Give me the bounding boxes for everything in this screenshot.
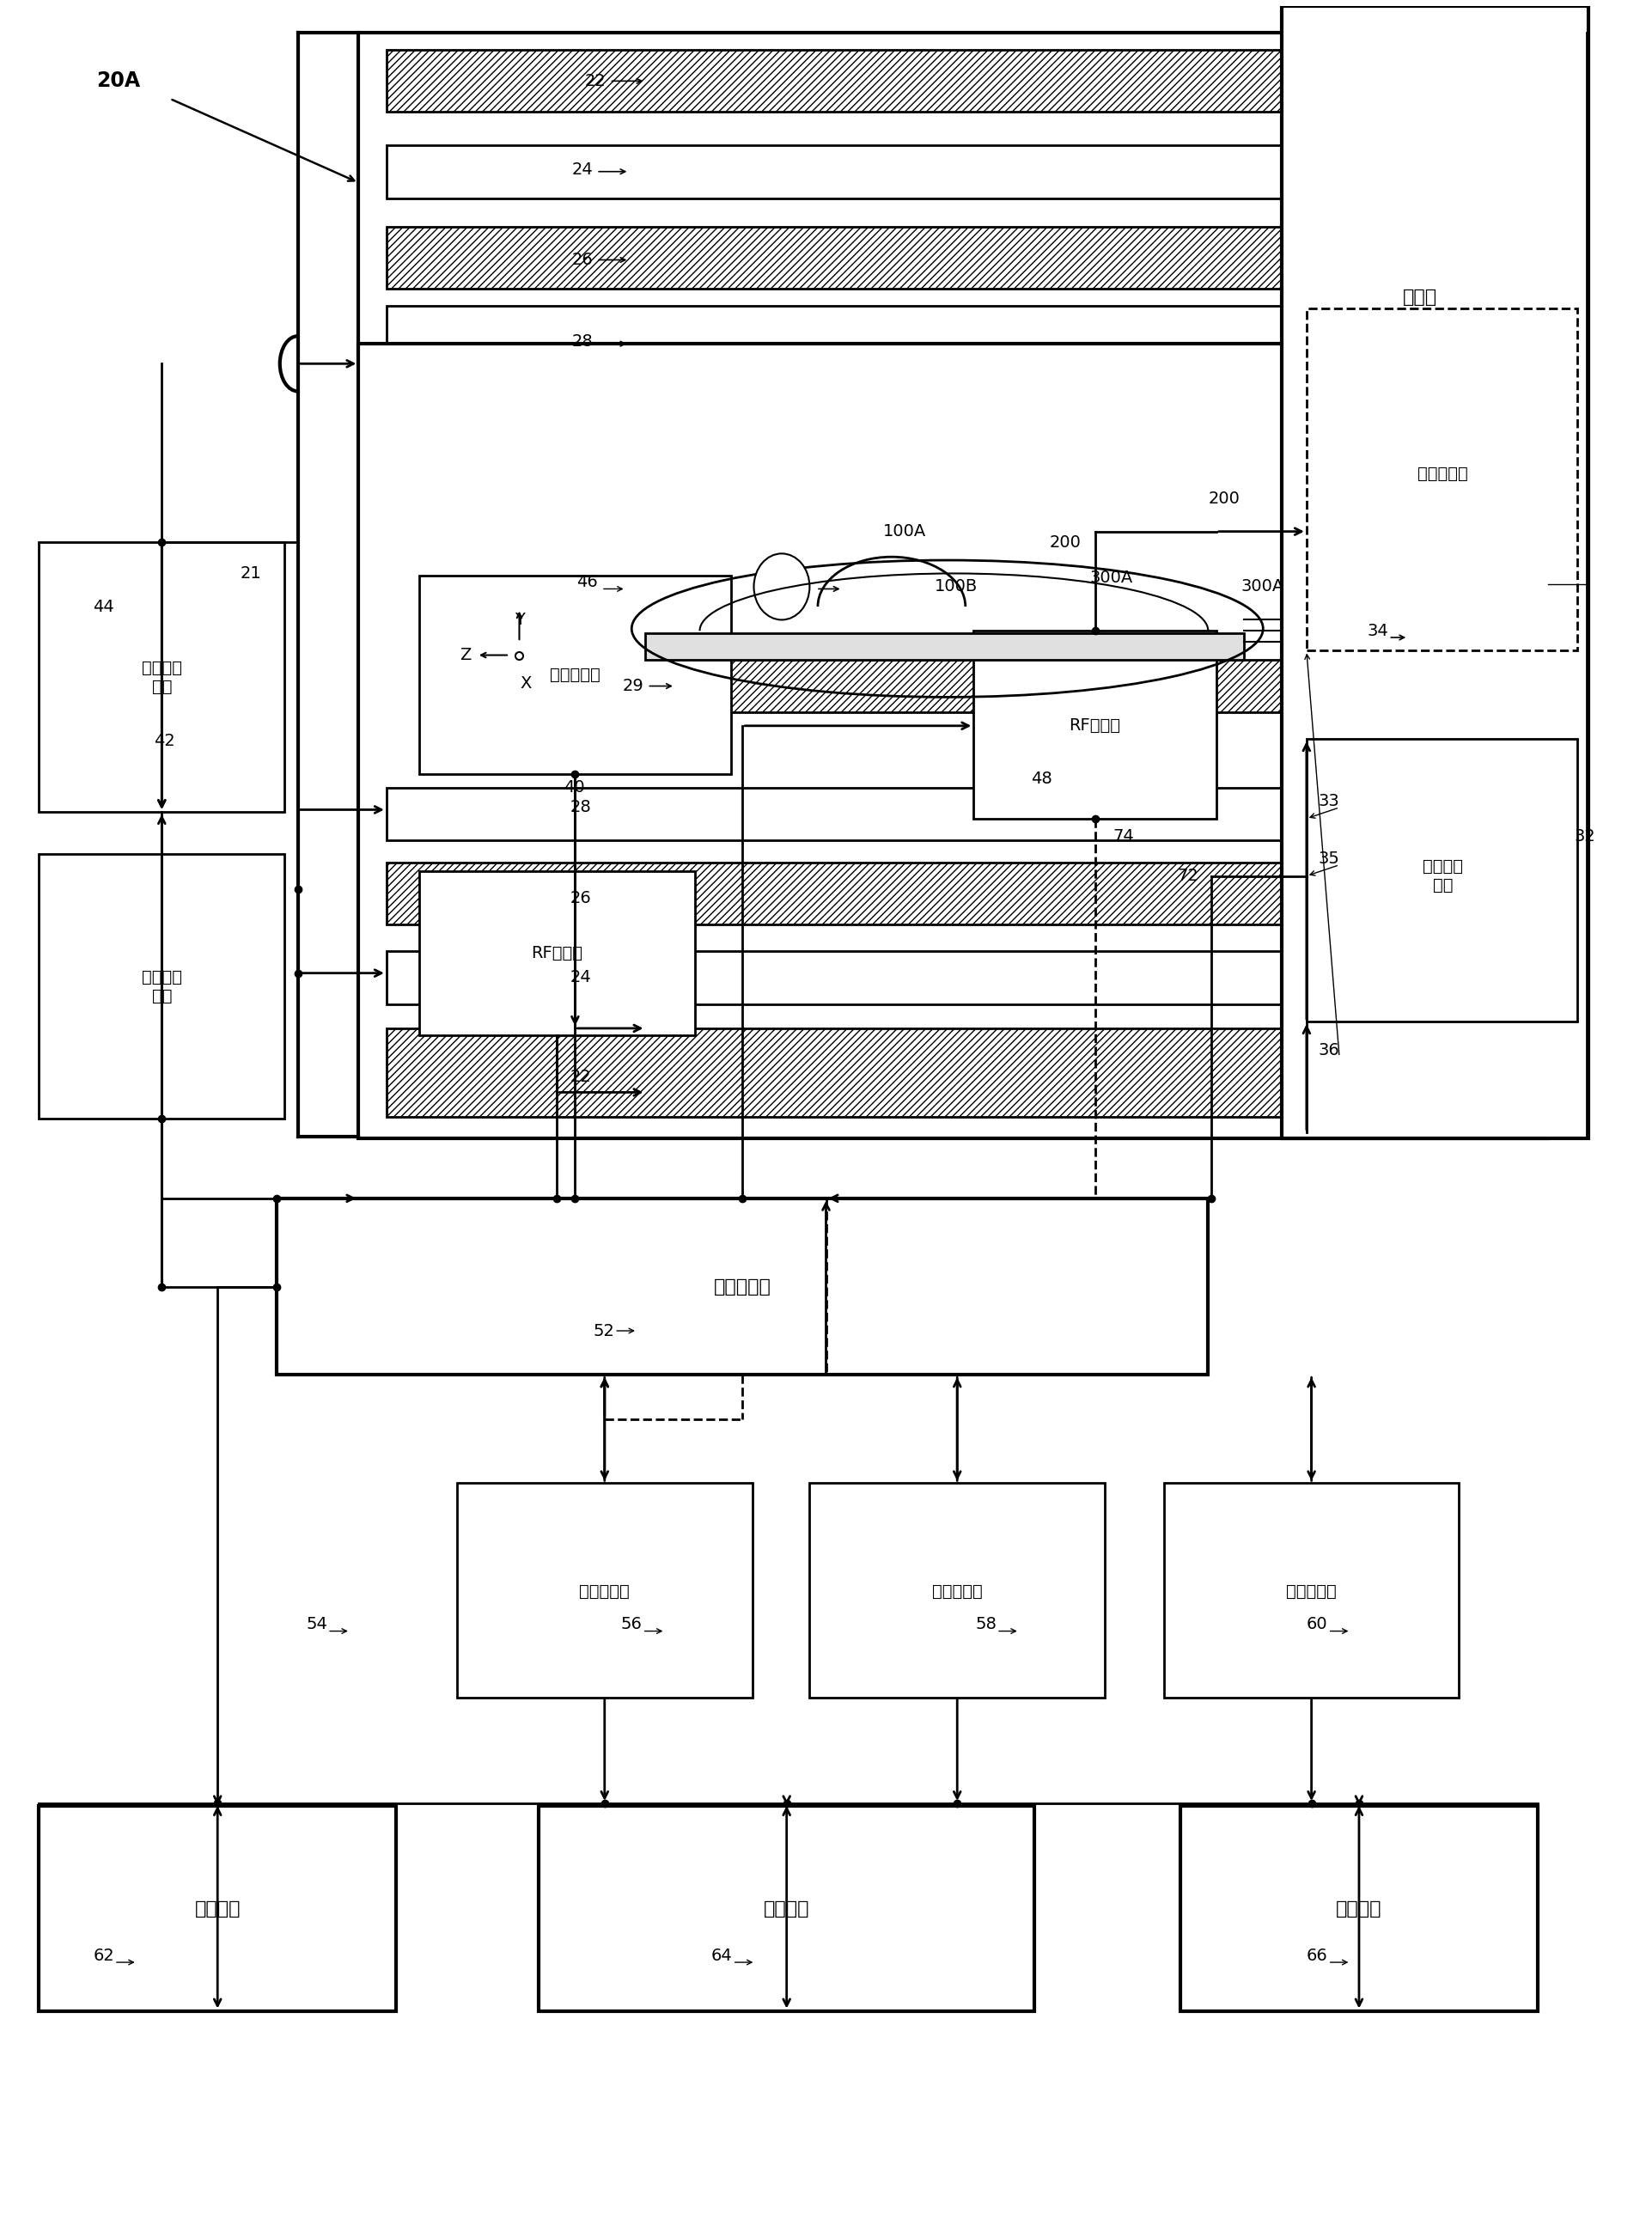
Text: 系统控制部: 系统控制部 bbox=[714, 1279, 771, 1294]
Text: X: X bbox=[520, 675, 532, 693]
Bar bbox=[387, 788, 1366, 841]
Bar bbox=[1307, 739, 1578, 1021]
Text: 匀磁线圈
电源: 匀磁线圈 电源 bbox=[142, 968, 182, 1003]
Text: 72: 72 bbox=[1176, 868, 1198, 884]
Text: 显示装置: 显示装置 bbox=[763, 1900, 809, 1918]
Bar bbox=[1165, 1483, 1459, 1698]
Bar bbox=[420, 575, 730, 775]
Text: 32: 32 bbox=[1574, 828, 1596, 844]
Text: 梯度磁场
电源: 梯度磁场 电源 bbox=[142, 659, 182, 695]
Text: 100B: 100B bbox=[935, 579, 978, 595]
Bar bbox=[387, 144, 1366, 198]
Bar bbox=[387, 51, 1530, 111]
Text: 100A: 100A bbox=[884, 524, 927, 539]
Text: 54: 54 bbox=[306, 1616, 327, 1632]
Text: 62: 62 bbox=[93, 1947, 114, 1965]
Text: 24: 24 bbox=[572, 162, 593, 178]
Bar bbox=[387, 1028, 1366, 1117]
Bar bbox=[38, 542, 284, 813]
Text: 静磁场电源: 静磁场电源 bbox=[550, 666, 600, 684]
Bar bbox=[387, 306, 1366, 355]
Text: 42: 42 bbox=[154, 733, 175, 750]
Text: 信号合成部: 信号合成部 bbox=[1417, 466, 1469, 482]
Text: 26: 26 bbox=[570, 890, 591, 906]
Text: 22: 22 bbox=[570, 1068, 591, 1086]
Text: 200: 200 bbox=[1049, 535, 1080, 551]
Text: 44: 44 bbox=[93, 599, 114, 615]
Bar bbox=[973, 630, 1216, 819]
Bar bbox=[539, 1805, 1034, 2011]
Bar bbox=[387, 864, 1366, 924]
Text: P: P bbox=[800, 582, 809, 597]
Text: 40: 40 bbox=[563, 779, 585, 795]
Text: 24: 24 bbox=[570, 970, 591, 986]
Bar bbox=[38, 855, 284, 1119]
Text: Z: Z bbox=[459, 646, 471, 664]
Bar bbox=[1282, 7, 1589, 1139]
Text: 顶板驱动
装置: 顶板驱动 装置 bbox=[1422, 859, 1464, 895]
Text: 图像重构部: 图像重构部 bbox=[580, 1583, 629, 1601]
Bar bbox=[1307, 309, 1578, 650]
Text: 支承台: 支承台 bbox=[1403, 289, 1437, 306]
Bar bbox=[358, 344, 1548, 1139]
Text: 输入装置: 输入装置 bbox=[195, 1900, 241, 1918]
Text: 34: 34 bbox=[1368, 622, 1388, 639]
Text: RF接收器: RF接收器 bbox=[1069, 717, 1120, 735]
Bar bbox=[646, 633, 1244, 659]
Text: 图像处理部: 图像处理部 bbox=[1287, 1583, 1336, 1601]
Text: 56: 56 bbox=[621, 1616, 643, 1632]
Text: 300A: 300A bbox=[1241, 579, 1284, 595]
Text: 存储装置: 存储装置 bbox=[1336, 1900, 1383, 1918]
Text: 74: 74 bbox=[1113, 828, 1135, 844]
Ellipse shape bbox=[753, 553, 809, 619]
Bar bbox=[38, 1805, 396, 2011]
Bar bbox=[809, 1483, 1105, 1698]
Text: RF发送器: RF发送器 bbox=[532, 946, 583, 961]
Text: 52: 52 bbox=[593, 1323, 615, 1339]
Text: 20A: 20A bbox=[96, 71, 140, 91]
Text: Y: Y bbox=[514, 613, 524, 628]
Bar bbox=[387, 950, 1366, 1003]
Text: 29: 29 bbox=[623, 677, 644, 695]
Bar bbox=[420, 872, 695, 1035]
Text: 22: 22 bbox=[585, 73, 606, 89]
Text: 66: 66 bbox=[1307, 1947, 1328, 1965]
Bar bbox=[358, 33, 1548, 364]
Text: 46: 46 bbox=[577, 575, 598, 591]
Bar bbox=[276, 1199, 1208, 1374]
Bar bbox=[458, 1483, 752, 1698]
Text: 200: 200 bbox=[1208, 491, 1239, 506]
Text: 图像数据库: 图像数据库 bbox=[932, 1583, 983, 1601]
Bar bbox=[387, 226, 1366, 289]
Text: 48: 48 bbox=[1031, 770, 1052, 786]
Text: 21: 21 bbox=[241, 566, 261, 582]
Text: 33: 33 bbox=[1318, 793, 1340, 808]
Text: 36: 36 bbox=[1318, 1041, 1340, 1059]
Text: 64: 64 bbox=[712, 1947, 732, 1965]
Text: 35: 35 bbox=[1318, 850, 1340, 866]
Text: 28: 28 bbox=[570, 799, 591, 815]
Bar bbox=[1180, 1805, 1538, 2011]
Bar bbox=[646, 659, 1556, 713]
Text: 28: 28 bbox=[572, 333, 593, 351]
Text: 58: 58 bbox=[975, 1616, 996, 1632]
Text: 60: 60 bbox=[1307, 1616, 1328, 1632]
Text: 300A: 300A bbox=[1090, 571, 1133, 586]
Text: 26: 26 bbox=[572, 251, 593, 269]
